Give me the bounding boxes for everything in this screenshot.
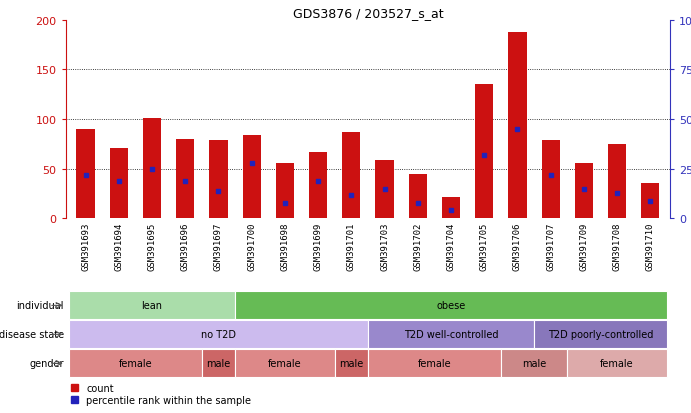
Bar — [368, 320, 534, 349]
Text: female: female — [417, 358, 451, 368]
Text: GSM391695: GSM391695 — [147, 223, 157, 271]
Text: T2D well-controlled: T2D well-controlled — [404, 330, 498, 339]
Bar — [542, 140, 560, 219]
Text: female: female — [600, 358, 634, 368]
Bar — [608, 145, 626, 219]
Text: male: male — [339, 358, 363, 368]
Bar — [243, 135, 261, 219]
Text: GSM391694: GSM391694 — [114, 223, 123, 271]
Text: GSM391707: GSM391707 — [546, 223, 555, 271]
Bar — [534, 320, 667, 349]
Text: GSM391701: GSM391701 — [347, 223, 356, 271]
Text: no T2D: no T2D — [201, 330, 236, 339]
Text: female: female — [268, 358, 302, 368]
Bar — [202, 349, 235, 377]
Text: GSM391698: GSM391698 — [281, 223, 290, 271]
Text: GSM391709: GSM391709 — [579, 223, 589, 271]
Text: GSM391702: GSM391702 — [413, 223, 422, 271]
Text: GSM391696: GSM391696 — [181, 223, 190, 271]
Bar — [567, 349, 667, 377]
Bar — [309, 152, 328, 219]
Bar — [334, 349, 368, 377]
Bar — [276, 164, 294, 219]
Bar — [69, 292, 235, 320]
Bar — [368, 349, 501, 377]
Bar — [110, 149, 128, 219]
Text: female: female — [119, 358, 152, 368]
Text: disease state: disease state — [0, 330, 64, 339]
Text: GSM391710: GSM391710 — [646, 223, 655, 271]
Text: gender: gender — [30, 358, 64, 368]
Bar — [342, 133, 361, 219]
Legend: count, percentile rank within the sample: count, percentile rank within the sample — [70, 383, 251, 405]
Text: GSM391705: GSM391705 — [480, 223, 489, 271]
Text: GSM391704: GSM391704 — [446, 223, 455, 271]
Bar — [77, 130, 95, 219]
Bar — [641, 183, 659, 219]
Bar — [143, 119, 161, 219]
Bar — [235, 292, 667, 320]
Bar — [69, 320, 368, 349]
Bar — [442, 197, 460, 219]
Bar — [501, 349, 567, 377]
Bar — [176, 140, 194, 219]
Text: individual: individual — [17, 301, 64, 311]
Bar — [509, 33, 527, 219]
Text: GSM391703: GSM391703 — [380, 223, 389, 271]
Bar — [408, 174, 427, 219]
Text: T2D poorly-controlled: T2D poorly-controlled — [548, 330, 653, 339]
Text: GSM391697: GSM391697 — [214, 223, 223, 271]
Text: male: male — [207, 358, 231, 368]
Title: GDS3876 / 203527_s_at: GDS3876 / 203527_s_at — [293, 7, 443, 19]
Text: lean: lean — [142, 301, 162, 311]
Bar — [235, 349, 334, 377]
Text: male: male — [522, 358, 546, 368]
Bar — [375, 160, 394, 219]
Text: GSM391706: GSM391706 — [513, 223, 522, 271]
Text: GSM391693: GSM391693 — [81, 223, 90, 271]
Text: GSM391708: GSM391708 — [613, 223, 622, 271]
Bar — [209, 140, 227, 219]
Bar — [575, 164, 593, 219]
Bar — [475, 85, 493, 219]
Text: GSM391700: GSM391700 — [247, 223, 256, 271]
Text: obese: obese — [437, 301, 466, 311]
Text: GSM391699: GSM391699 — [314, 223, 323, 271]
Bar — [69, 349, 202, 377]
